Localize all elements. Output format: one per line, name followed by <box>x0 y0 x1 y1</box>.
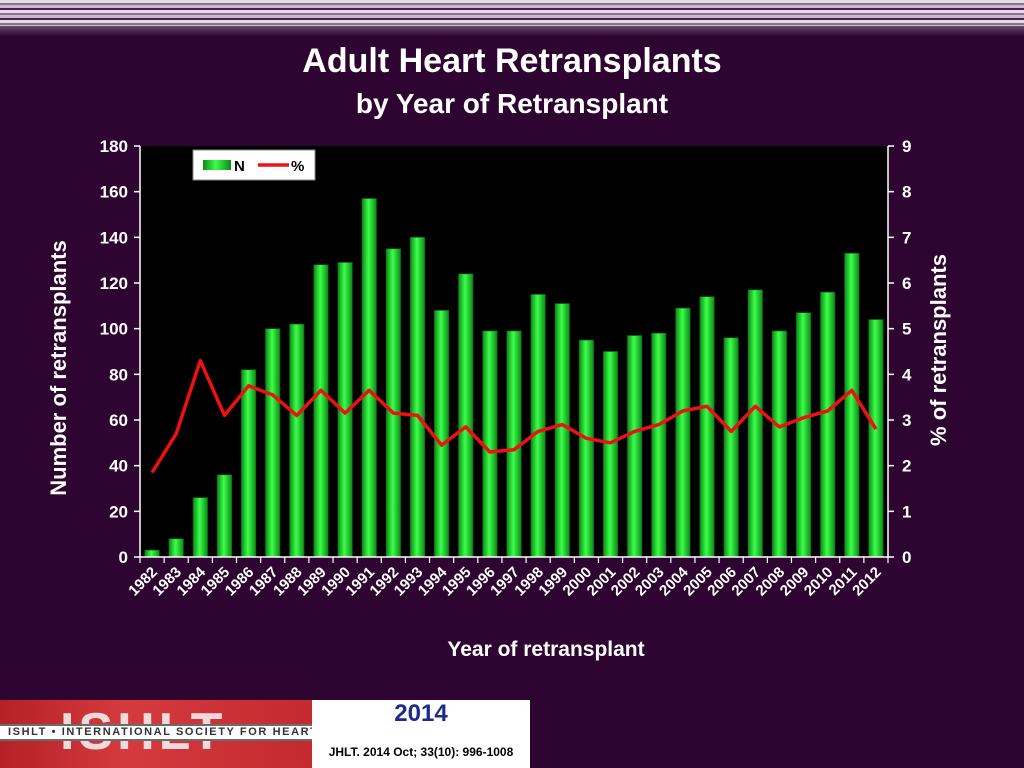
bar <box>771 330 787 558</box>
bar <box>482 330 498 558</box>
y2-tick-label: 7 <box>902 228 911 247</box>
chart-subtitle: by Year of Retransplant <box>355 88 669 119</box>
y2-tick-label: 4 <box>902 365 912 384</box>
y2-tick-label: 3 <box>902 411 911 430</box>
bar <box>385 248 401 558</box>
y-tick-label: 40 <box>109 457 128 476</box>
bar <box>723 337 739 558</box>
retransplant-chart: 0204060801001201401601800123456789198219… <box>46 137 951 661</box>
bar <box>530 294 546 558</box>
y2-tick-label: 0 <box>902 548 911 567</box>
bar <box>627 335 643 558</box>
y-tick-label: 60 <box>109 411 128 430</box>
chart-title: Adult Heart Retransplants <box>302 42 722 80</box>
footer-year: 2014 <box>394 700 448 727</box>
bar <box>675 307 691 558</box>
top-decorative-stripes <box>0 0 1024 36</box>
footer-citation: JHLT. 2014 Oct; 33(10): 996-1008 <box>328 745 514 759</box>
bar <box>844 253 860 558</box>
y2-tick-label: 1 <box>902 502 911 521</box>
legend-label-n: N <box>234 158 245 175</box>
bar <box>747 289 763 558</box>
bar <box>796 312 812 558</box>
x-tick-label: 2012 <box>849 564 885 600</box>
bar <box>554 303 570 558</box>
y-tick-label: 160 <box>100 183 128 202</box>
y2-tick-label: 5 <box>902 320 911 339</box>
bar <box>651 332 667 558</box>
bar <box>699 296 715 558</box>
bar <box>361 198 377 558</box>
bar <box>578 339 594 558</box>
y2-tick-label: 8 <box>902 183 911 202</box>
y-tick-label: 80 <box>109 365 128 384</box>
y-tick-label: 100 <box>100 320 128 339</box>
percent-line <box>150 358 878 474</box>
legend-label-percent: % <box>291 158 304 175</box>
bar <box>265 328 281 558</box>
footer-citation-box <box>312 700 530 768</box>
y2-tick-label: 2 <box>902 457 911 476</box>
bar <box>868 319 884 558</box>
bar <box>216 474 232 558</box>
bar <box>602 351 619 558</box>
bar <box>192 497 208 558</box>
y2-tick-label: 9 <box>902 137 911 156</box>
y-tick-label: 140 <box>100 228 128 247</box>
legend-swatch-n <box>203 160 231 170</box>
y-tick-label: 180 <box>100 137 128 156</box>
bar <box>241 369 257 558</box>
bar <box>458 273 474 558</box>
bar <box>313 264 329 558</box>
bar <box>434 310 450 558</box>
bar <box>168 538 184 558</box>
x-axis-title: Year of retransplant <box>447 638 644 661</box>
bar <box>820 291 836 558</box>
bar <box>289 323 305 558</box>
y-axis-title: Number of retransplants <box>46 240 71 496</box>
bar <box>409 237 426 558</box>
bar <box>144 549 160 558</box>
y2-axis-title: % of retransplants <box>926 254 951 446</box>
y-tick-label: 0 <box>119 548 128 567</box>
y2-tick-label: 6 <box>902 274 911 293</box>
y-tick-label: 120 <box>100 274 128 293</box>
y-tick-label: 20 <box>109 502 128 521</box>
